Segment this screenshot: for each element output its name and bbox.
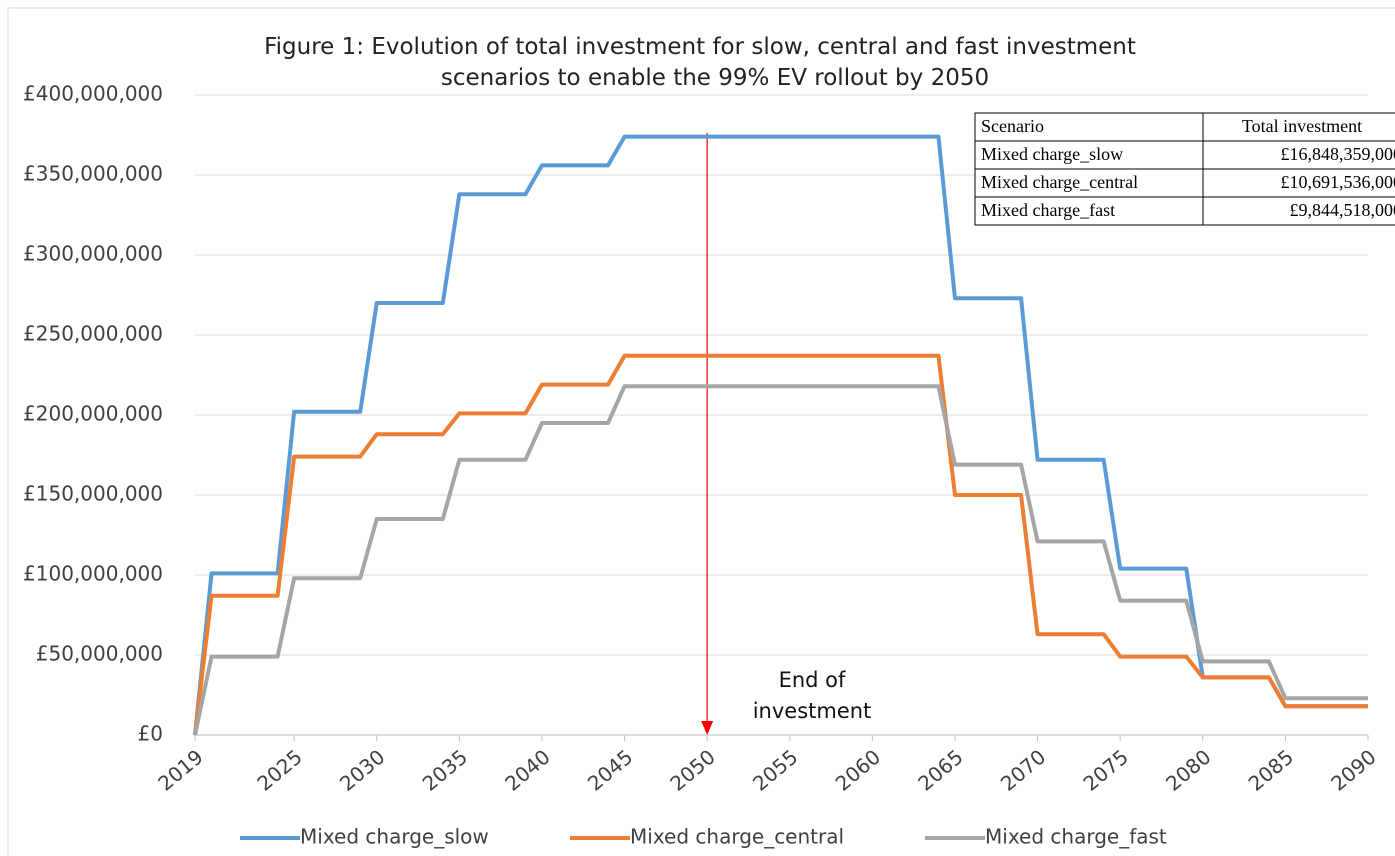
series-line — [193, 384, 1368, 736]
series-line — [193, 134, 1368, 736]
series-line — [193, 353, 1368, 736]
y-tick-label: £50,000,000 — [36, 642, 163, 666]
y-tick-label: £150,000,000 — [23, 482, 163, 506]
chart-title: Figure 1: Evolution of total investment … — [264, 34, 1136, 91]
table-cell: Mixed charge_slow — [981, 144, 1123, 164]
annotation-text: investment — [753, 699, 872, 723]
legend-label: Mixed charge_slow — [300, 825, 489, 849]
table-cell: £16,848,359,000 — [1281, 144, 1395, 164]
table-header: Scenario — [981, 116, 1044, 136]
table-cell: £9,844,518,000 — [1290, 200, 1395, 220]
table-header: Total investment — [1242, 116, 1362, 136]
y-tick-label: £400,000,000 — [23, 82, 163, 106]
legend-label: Mixed charge_central — [630, 825, 844, 849]
y-tick-label: £200,000,000 — [23, 402, 163, 426]
y-tick-label: £350,000,000 — [23, 162, 163, 186]
arrow-head — [701, 721, 714, 735]
y-tick-label: £300,000,000 — [23, 242, 163, 266]
table-cell: Mixed charge_central — [981, 172, 1138, 192]
legend-label: Mixed charge_fast — [985, 825, 1167, 849]
y-tick-label: £0 — [138, 722, 163, 746]
y-tick-label: £250,000,000 — [23, 322, 163, 346]
y-tick-label: £100,000,000 — [23, 562, 163, 586]
table-cell: Mixed charge_fast — [981, 200, 1115, 220]
table-cell: £10,691,536,000 — [1281, 172, 1395, 192]
annotation-text: End of — [779, 668, 846, 692]
